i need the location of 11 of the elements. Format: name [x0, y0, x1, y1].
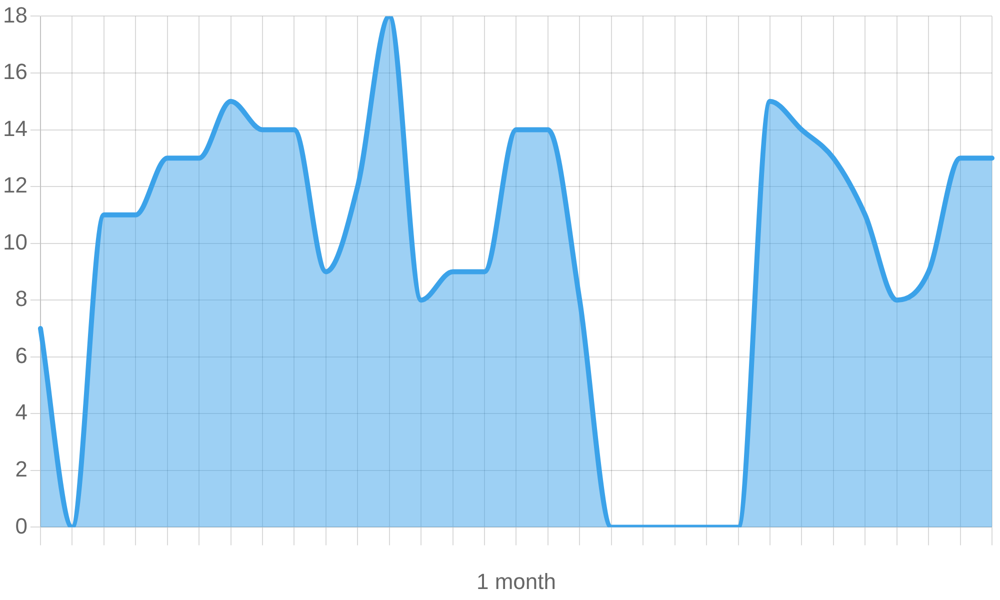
- y-tick-label: 6: [15, 342, 28, 368]
- y-tick-label: 0: [15, 513, 28, 538]
- y-tick-label: 14: [2, 116, 28, 141]
- x-axis-title: 1 month: [476, 568, 556, 594]
- y-tick-label: 4: [15, 400, 28, 425]
- y-tick-label: 2: [15, 456, 28, 482]
- y-tick-label: 18: [2, 2, 28, 28]
- y-tick-label: 16: [2, 59, 28, 84]
- y-tick-label: 12: [2, 172, 28, 198]
- y-tick-label: 8: [15, 286, 28, 312]
- y-tick-label: 10: [2, 229, 28, 254]
